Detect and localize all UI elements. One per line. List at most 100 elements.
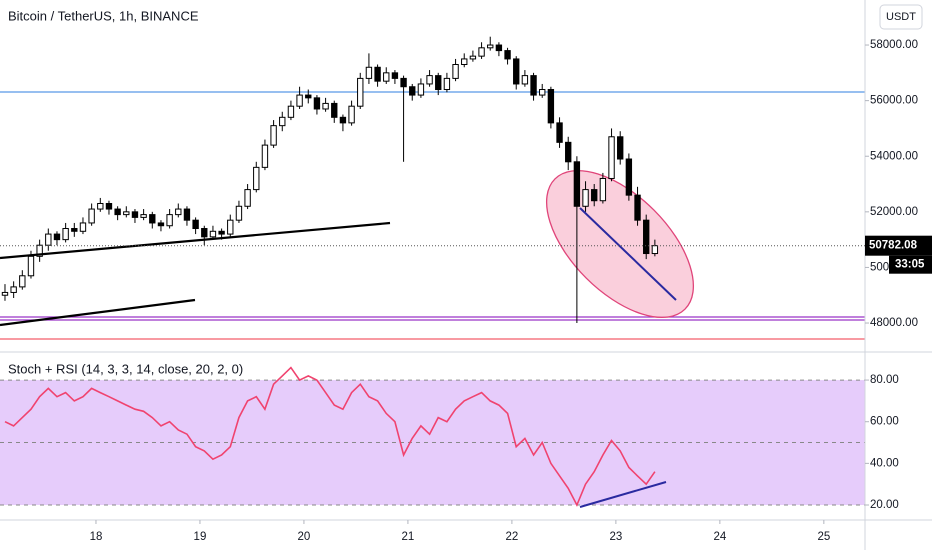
candle-body <box>71 228 78 232</box>
candle-body <box>521 75 529 85</box>
last-price-label: 50782.08 <box>869 240 918 252</box>
candle-body <box>313 97 321 110</box>
candle-body <box>209 230 217 238</box>
x-tick-label: 25 <box>817 531 830 543</box>
candle-body <box>88 208 95 224</box>
candle-body <box>617 136 624 160</box>
candle-body <box>62 228 69 241</box>
candle-body <box>469 55 477 60</box>
last-price-tag <box>865 235 932 256</box>
candle-body <box>443 77 451 91</box>
x-tick-label: 23 <box>609 531 622 543</box>
y-tick-label: 80.00 <box>870 374 899 386</box>
candle-body <box>296 94 303 107</box>
candle-body <box>582 189 589 207</box>
candle-body <box>478 47 485 57</box>
candle-body <box>651 245 659 255</box>
candle-body <box>391 72 399 79</box>
candle-body <box>322 102 329 110</box>
candle-body <box>331 102 338 118</box>
trend-line <box>579 207 677 301</box>
candle-body <box>270 125 277 146</box>
candle-body <box>114 208 121 216</box>
candle-body <box>279 116 286 127</box>
y-tick-label: 20.00 <box>870 499 899 511</box>
x-tick-label: 19 <box>194 531 207 543</box>
candle-body <box>166 214 173 227</box>
candle-body <box>218 230 225 235</box>
candle-body <box>45 233 52 246</box>
candle-body <box>495 44 503 52</box>
countdown-tag <box>889 255 932 274</box>
candle-body <box>634 194 641 221</box>
y-tick-label: 60.00 <box>870 416 899 428</box>
candle-body <box>97 202 104 210</box>
candle-body <box>348 105 355 124</box>
candle-body <box>608 136 615 179</box>
candle-body <box>201 228 208 238</box>
candle-body <box>27 255 35 277</box>
x-tick-label: 22 <box>505 531 518 543</box>
trend-line <box>0 298 196 327</box>
currency-label[interactable]: USDT <box>886 11 916 23</box>
y-tick-label: 54000.00 <box>870 150 918 162</box>
candle-body <box>504 50 511 60</box>
candle-body <box>357 77 364 107</box>
candle-body <box>227 219 234 235</box>
candle-body <box>556 122 563 143</box>
candle-body <box>53 233 61 241</box>
y-tick-label: 58000.00 <box>870 39 918 51</box>
candle-body <box>547 89 555 124</box>
candle-body <box>175 208 182 216</box>
candle-body <box>435 75 442 91</box>
y-tick-label: 48000.00 <box>870 317 918 329</box>
y-tick-label: 40.00 <box>870 457 899 469</box>
candle-body <box>573 161 581 207</box>
candle-body <box>452 63 459 79</box>
candle-body <box>339 116 347 124</box>
candle-body <box>383 72 390 82</box>
candle-body <box>235 205 243 221</box>
y-tick-label: 56000.00 <box>870 95 918 107</box>
indicator-title: Stoch + RSI (14, 3, 3, 14, close, 20, 2,… <box>8 361 243 376</box>
candle-body <box>409 86 416 96</box>
candle-body <box>591 189 598 202</box>
candle-body <box>374 66 381 82</box>
candle-body <box>565 141 572 163</box>
candle-body <box>513 58 520 85</box>
candle-body <box>244 189 251 207</box>
candle-body <box>1 291 9 296</box>
candle-body <box>426 75 433 85</box>
candle-body <box>192 219 199 230</box>
candle-body <box>157 222 165 227</box>
y-tick-label: 52000.00 <box>870 206 918 218</box>
candle-body <box>105 202 113 210</box>
candle-body <box>287 105 295 118</box>
candle-body <box>487 44 494 49</box>
candle-body <box>530 75 537 96</box>
chart-title: Bitcoin / TetherUS, 1h, BINANCE <box>8 8 199 23</box>
candle-body <box>599 177 607 202</box>
trend-line <box>0 221 391 260</box>
candle-body <box>253 166 260 191</box>
candle-body <box>140 214 147 218</box>
candle-body <box>417 83 425 96</box>
candle-body <box>625 158 633 196</box>
currency-button[interactable] <box>879 4 923 30</box>
candle-body <box>183 208 191 221</box>
trend-line <box>579 481 667 508</box>
candle-body <box>461 58 468 65</box>
candle-body <box>365 66 373 79</box>
candle-body <box>149 214 156 224</box>
candle-body <box>643 219 650 255</box>
candle-body <box>19 275 26 288</box>
x-tick-label: 20 <box>298 531 311 543</box>
candle-body <box>10 286 17 293</box>
countdown-label: 33:05 <box>895 259 925 271</box>
candle-body <box>123 211 130 216</box>
candle-body <box>305 94 312 99</box>
candle-body <box>131 211 139 218</box>
candle-body <box>261 144 269 168</box>
candle-body <box>400 77 407 88</box>
